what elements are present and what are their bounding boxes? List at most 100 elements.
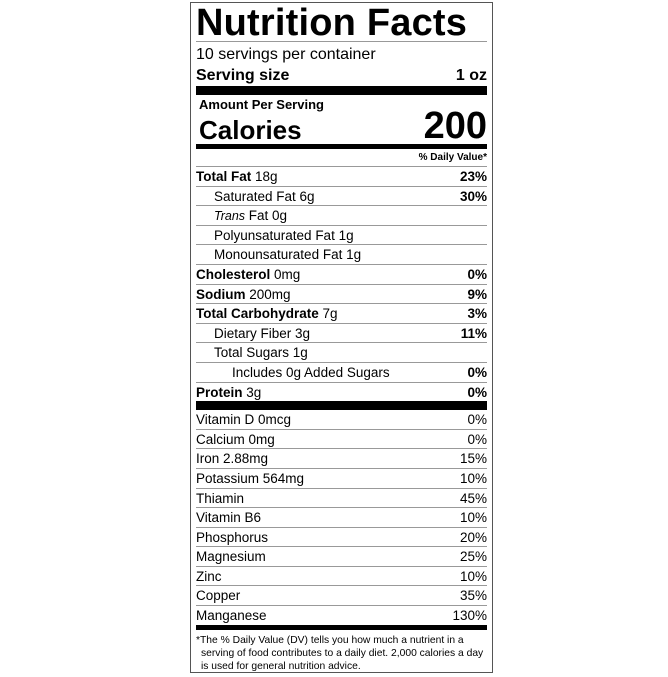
nutrient-label: Cholesterol [196,266,271,282]
nutrient-row: Total Sugars 1g [196,343,487,363]
nutrient-daily-value: 9% [467,286,487,302]
nutrient-daily-value: 30% [459,188,487,204]
nutrient-label: Total Sugars 1g [214,345,308,361]
vitamin-list: Vitamin D 0mcg 0% Calcium 0mg 0% Iron 2.88mg… [196,410,487,625]
nutrient-amount: 0mg [270,266,301,282]
divider-medium [196,624,487,630]
vitamin-daily-value: 15% [459,451,487,467]
divider-thick [196,401,487,411]
vitamin-name: Manganese [196,608,267,624]
nutrient-name: Cholesterol 0mg [196,265,300,284]
vitamin-daily-value: 10% [459,470,487,486]
servings-per-container: 10 servings per container [196,46,376,63]
vitamin-row: Copper 35% [196,586,487,607]
nutrient-row: Saturated Fat 6g 30% [196,187,487,207]
nutrient-label: Dietary Fiber 3g [214,325,311,341]
vitamin-daily-value: 10% [459,510,487,526]
vitamin-daily-value: 35% [459,588,487,604]
vitamin-row: Zinc 10% [196,567,487,587]
vitamin-name: Zinc [196,568,222,584]
nutrient-label: Total Carbohydrate [196,306,319,322]
nutrient-label: Total Fat [196,169,252,184]
footnote: *The % Daily Value (DV) tells you how mu… [196,634,484,672]
nutrient-amount: 3g [242,384,262,400]
nutrient-list: Total Fat 18g 23% Saturated Fat 6g 30% Trans… [196,167,487,401]
nutrient-label: Polyunsaturated Fat 1g [214,227,354,243]
nutrient-label: Saturated Fat 6g [214,188,315,204]
nutrient-name: Monounsaturated Fat 1g [196,245,361,264]
nutrient-name: Total Fat 18g [196,167,278,186]
nutrition-facts-label: Nutrition Facts 10 servings per containe… [190,2,493,673]
nutrient-name: Protein 3g [196,383,261,402]
calories-label: Calories [199,115,302,145]
nutrient-amount: Fat 0g [245,208,288,224]
nutrient-daily-value: 0% [467,266,487,282]
vitamin-name: Calcium 0mg [196,431,275,447]
vitamin-daily-value: 25% [459,549,487,565]
nutrient-amount: 200mg [245,286,291,302]
vitamin-row: Vitamin D 0mcg 0% [196,410,487,430]
nutrient-row: Includes 0g Added Sugars 0% [196,363,487,383]
nutrient-name: Trans Fat 0g [196,206,287,225]
nutrient-label: Sodium [196,286,246,302]
nutrient-daily-value: 0% [467,364,487,380]
calories-value: 200 [423,105,487,147]
vitamin-daily-value: 10% [459,568,487,584]
nutrient-row: Dietary Fiber 3g 11% [196,324,487,344]
vitamin-daily-value: 20% [459,529,487,545]
vitamin-row: Phosphorus 20% [196,528,487,548]
calories-row: Calories 200 [196,107,487,145]
vitamin-name: Iron 2.88mg [196,451,269,467]
nutrient-daily-value: 3% [467,306,487,322]
divider-medium [196,144,487,149]
nutrient-name: Dietary Fiber 3g [196,324,310,343]
vitamin-daily-value: 45% [459,490,487,506]
vitamin-row: Vitamin B6 10% [196,508,487,528]
nutrient-row: Protein 3g 0% [196,383,487,402]
nutrient-daily-value: 11% [460,325,487,341]
serving-size-row: Serving size 1 oz [196,66,487,86]
nutrient-row: Sodium 200mg 9% [196,285,487,305]
label-title: Nutrition Facts [196,3,487,43]
vitamin-daily-value: 0% [467,412,487,428]
nutrient-row: Trans Fat 0g [196,206,487,226]
vitamin-name: Thiamin [196,490,245,506]
vitamin-name: Potassium 564mg [196,470,305,486]
vitamin-name: Vitamin B6 [196,510,262,526]
amount-per-serving: Amount Per Serving [199,97,324,112]
nutrient-name: Sodium 200mg [196,285,291,304]
nutrient-label: Includes 0g Added Sugars [232,364,390,380]
divider-thick [196,86,487,95]
vitamin-row: Potassium 564mg 10% [196,469,487,489]
vitamin-name: Vitamin D 0mcg [196,412,292,428]
vitamin-row: Calcium 0mg 0% [196,430,487,450]
nutrient-amount: 7g [318,306,338,322]
nutrient-row: Total Fat 18g 23% [196,167,487,187]
vitamin-row: Magnesium 25% [196,547,487,567]
vitamin-row: Iron 2.88mg 15% [196,449,487,469]
nutrient-amount: 18g [251,169,278,184]
nutrient-label: Trans [214,209,246,224]
vitamin-name: Magnesium [196,549,266,565]
serving-size-value: 1 oz [455,67,487,84]
nutrient-label: Monounsaturated Fat 1g [214,247,362,263]
serving-size-label: Serving size [196,67,290,84]
vitamin-name: Phosphorus [196,529,269,545]
nutrient-name: Includes 0g Added Sugars [196,363,390,382]
nutrient-daily-value: 0% [467,384,487,400]
nutrient-name: Saturated Fat 6g [196,187,315,206]
nutrient-name: Polyunsaturated Fat 1g [196,226,354,245]
vitamin-name: Copper [196,588,241,604]
nutrient-row: Monounsaturated Fat 1g [196,245,487,265]
nutrient-name: Total Carbohydrate 7g [196,304,338,323]
nutrient-row: Polyunsaturated Fat 1g [196,226,487,246]
daily-value-header: % Daily Value* [196,151,487,167]
nutrient-label: Protein [196,384,243,400]
vitamin-daily-value: 0% [467,431,487,447]
nutrient-row: Total Carbohydrate 7g 3% [196,304,487,324]
vitamin-row: Manganese 130% [196,606,487,625]
nutrient-row: Cholesterol 0mg 0% [196,265,487,285]
vitamin-daily-value: 130% [452,608,487,624]
nutrient-name: Total Sugars 1g [196,343,308,362]
nutrient-daily-value: 23% [459,169,487,184]
